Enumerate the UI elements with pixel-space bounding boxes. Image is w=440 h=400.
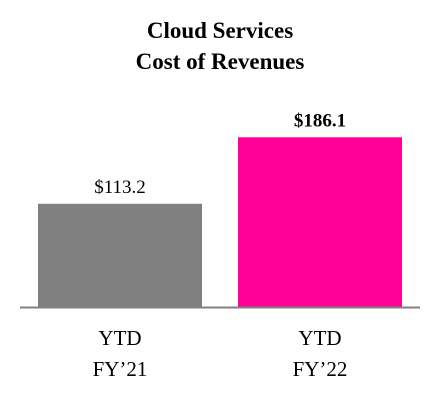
category-label-2-line-2: FY’22 [293,357,348,381]
value-label-1: $113.2 [94,177,146,198]
chart-title: Cloud Services Cost of Revenues [0,15,440,77]
bar-2 [238,137,402,307]
chart-title-line-2: Cost of Revenues [135,49,305,74]
category-label-1-line-1: YTD [98,326,141,350]
chart-title-line-1: Cloud Services [146,18,294,43]
category-label-1-line-2: FY’21 [93,357,148,381]
bar-1 [38,203,202,307]
value-label-2: $186.1 [294,110,346,131]
category-label-2-line-1: YTD [298,326,341,350]
